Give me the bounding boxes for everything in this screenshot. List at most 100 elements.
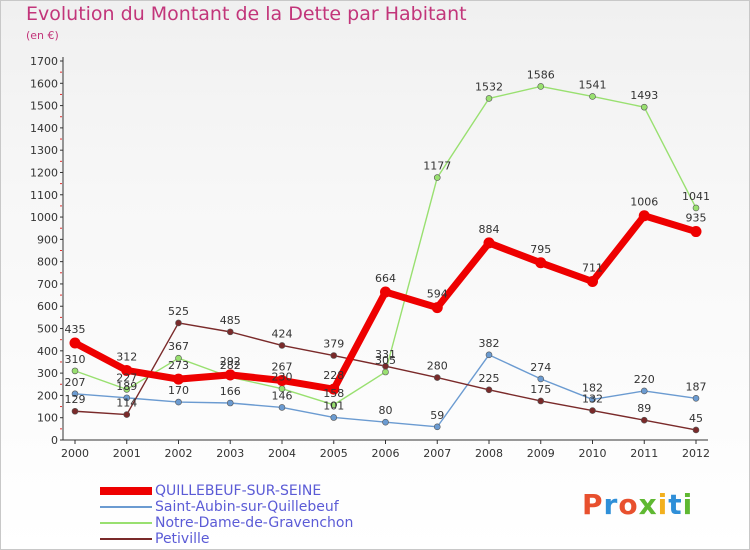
- data-point: [123, 411, 131, 418]
- data-point: [640, 103, 648, 111]
- data-label: 187: [686, 380, 707, 393]
- x-tick-label: 2010: [579, 447, 607, 460]
- data-point: [433, 174, 441, 181]
- y-tick-label: 100: [37, 412, 58, 425]
- data-point: [483, 237, 495, 249]
- data-point: [535, 257, 547, 269]
- data-point: [382, 362, 389, 370]
- chart-unit: (en €): [26, 29, 59, 42]
- data-label: 711: [582, 261, 603, 274]
- data-point: [431, 302, 443, 314]
- data-point: [175, 398, 182, 406]
- data-point: [690, 226, 702, 238]
- data-label: 305: [375, 354, 396, 367]
- data-point: [537, 83, 545, 90]
- y-tick-label: 900: [37, 233, 58, 246]
- data-label: 89: [637, 402, 651, 415]
- data-label: 525: [168, 305, 189, 318]
- data-label: 114: [116, 397, 137, 410]
- y-tick-label: 300: [37, 367, 58, 380]
- data-label: 220: [634, 373, 655, 386]
- legend-swatch: [100, 538, 152, 540]
- legend-item: Notre-Dame-de-Gravenchon: [100, 515, 500, 531]
- data-label: 1586: [527, 68, 555, 81]
- data-label: 935: [686, 212, 707, 225]
- data-label: 101: [323, 399, 344, 412]
- data-point: [433, 423, 441, 431]
- legend-item: Petiville: [100, 531, 500, 547]
- data-label: 331: [375, 348, 396, 361]
- data-label: 189: [116, 380, 137, 393]
- data-label: 664: [375, 272, 396, 285]
- data-point: [226, 328, 234, 336]
- legend-item: Saint-Aubin-sur-Quillebeuf: [100, 499, 500, 515]
- data-label: 45: [689, 412, 703, 425]
- x-tick-label: 2004: [268, 447, 296, 460]
- data-point: [485, 351, 493, 359]
- data-label: 146: [272, 389, 293, 402]
- data-point: [175, 354, 182, 362]
- legend-label: Saint-Aubin-sur-Quillebeuf: [155, 499, 339, 515]
- data-label: 280: [427, 360, 448, 373]
- legend-label: Petiville: [155, 531, 210, 547]
- data-point: [278, 404, 286, 411]
- y-tick-label: 400: [37, 345, 58, 358]
- data-point: [69, 337, 81, 349]
- x-tick-label: 2009: [527, 447, 555, 460]
- x-tick-label: 2001: [113, 447, 141, 460]
- x-tick-label: 2011: [630, 447, 658, 460]
- data-label: 1006: [630, 196, 658, 209]
- y-tick-label: 700: [37, 278, 58, 291]
- data-label: 884: [479, 223, 500, 236]
- data-point: [175, 319, 182, 327]
- x-tick-label: 2002: [165, 447, 193, 460]
- data-label: 274: [530, 361, 551, 374]
- data-point: [328, 383, 340, 395]
- proxiti-logo: Proxiti: [582, 488, 694, 521]
- data-point: [692, 426, 700, 434]
- data-point: [123, 386, 131, 393]
- data-label: 129: [65, 393, 86, 406]
- x-tick-label: 2012: [682, 447, 710, 460]
- legend-swatch: [100, 522, 152, 524]
- data-point: [380, 286, 391, 298]
- data-point: [330, 352, 338, 359]
- data-label: 1532: [475, 80, 503, 93]
- data-label: 182: [582, 381, 603, 394]
- data-label: 310: [65, 353, 86, 366]
- y-tick-label: 1700: [30, 55, 58, 68]
- data-point: [382, 368, 389, 376]
- legend-label: QUILLEBEUF-SUR-SEINE: [155, 483, 322, 499]
- data-label: 424: [272, 327, 293, 340]
- data-label: 382: [479, 337, 500, 350]
- data-label: 166: [220, 385, 241, 398]
- x-tick-label: 2007: [423, 447, 451, 460]
- data-point: [485, 386, 493, 394]
- data-label: 1041: [682, 190, 710, 203]
- legend-item: QUILLEBEUF-SUR-SEINE: [100, 483, 500, 499]
- legend-swatch: [100, 487, 152, 495]
- y-tick-label: 600: [37, 300, 58, 313]
- data-point: [278, 342, 286, 349]
- chart-title: Evolution du Montant de la Dette par Hab…: [26, 3, 467, 25]
- data-point: [638, 210, 650, 222]
- data-label: 267: [272, 360, 293, 373]
- data-point: [433, 374, 441, 381]
- data-label: 795: [530, 243, 551, 256]
- x-tick-label: 2000: [61, 447, 89, 460]
- y-tick-label: 1600: [30, 77, 58, 90]
- data-point: [226, 399, 234, 407]
- data-label: 312: [116, 350, 137, 363]
- data-point: [485, 95, 493, 102]
- data-point: [537, 375, 545, 383]
- data-point: [640, 387, 648, 395]
- y-tick-label: 1200: [30, 166, 58, 179]
- data-label: 59: [430, 409, 444, 422]
- data-label: 80: [379, 404, 393, 417]
- y-tick-label: 1400: [30, 122, 58, 135]
- data-point: [692, 204, 700, 212]
- y-tick-label: 0: [51, 434, 58, 447]
- data-label: 225: [479, 372, 500, 385]
- data-label: 1493: [630, 89, 658, 102]
- data-label: 1541: [579, 78, 607, 91]
